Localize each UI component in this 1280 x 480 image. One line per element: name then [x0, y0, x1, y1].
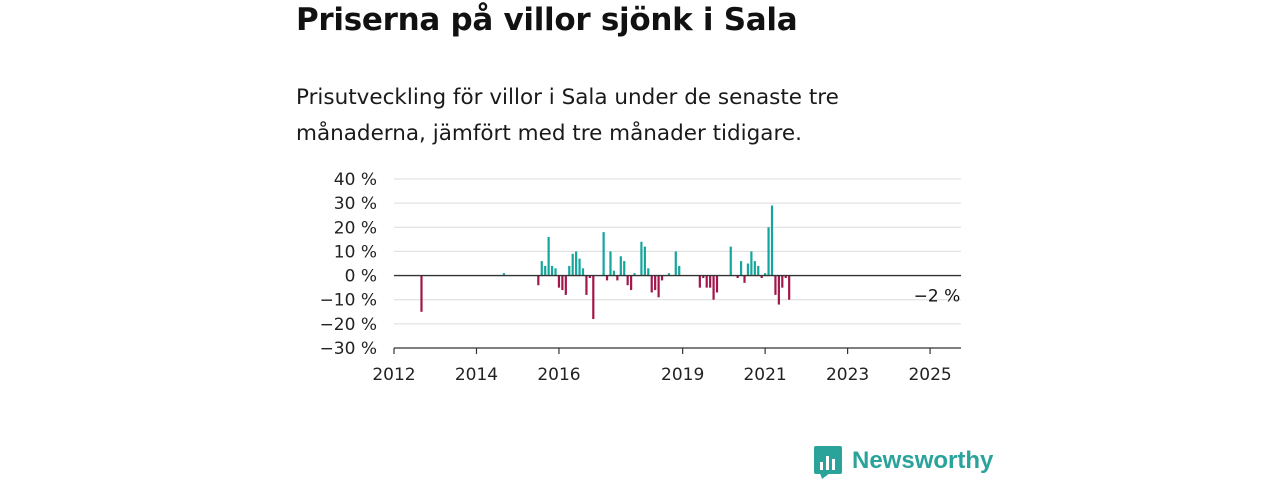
bar: [729, 246, 732, 276]
newsworthy-logo: Newsworthy: [814, 446, 994, 480]
bar: [743, 275, 746, 283]
bar: [774, 275, 777, 295]
bar: [571, 253, 574, 276]
brand-name: Newsworthy: [852, 447, 994, 474]
latest-value-annotation: −2 %: [914, 287, 961, 307]
bar: [602, 232, 605, 276]
bar: [705, 275, 708, 288]
bar: [643, 246, 646, 276]
bar: [592, 275, 595, 320]
bar: [612, 270, 616, 276]
bar: [764, 273, 767, 276]
bar: [736, 275, 739, 278]
y-tick-label: 30 %: [334, 194, 377, 214]
y-tick-label: −10 %: [320, 291, 377, 311]
bar: [630, 275, 633, 291]
newsworthy-bar-chart-icon: [814, 446, 842, 479]
bar: [616, 275, 619, 281]
x-tick-label: 2016: [537, 365, 580, 385]
bar: [667, 273, 671, 276]
bar: [578, 258, 581, 276]
y-tick-label: 20 %: [334, 218, 377, 238]
bar: [777, 275, 780, 305]
bar: [767, 227, 770, 276]
bar: [698, 275, 701, 288]
bar: [564, 275, 567, 295]
bar: [709, 275, 712, 288]
y-tick-label: 10 %: [334, 242, 377, 262]
x-tick-label: 2012: [372, 365, 415, 385]
y-tick-label: −20 %: [320, 315, 377, 335]
bar: [585, 275, 588, 295]
bar: [657, 275, 660, 298]
bar: [678, 265, 681, 276]
bar-chart: 40 % 30 % 20 % 10 % 0 % −10 % −20 % −30 % 2012 20…: [320, 170, 961, 385]
bar: [660, 275, 664, 281]
bar: [544, 265, 547, 276]
y-tick-label: −30 %: [320, 339, 377, 359]
x-tick-label: 2021: [743, 365, 786, 385]
x-tick-label: 2019: [661, 365, 704, 385]
bar: [554, 268, 557, 276]
bar: [547, 236, 550, 276]
bar: [605, 275, 609, 281]
y-tick-label: 0 %: [345, 267, 377, 287]
bar: [739, 261, 743, 276]
bar: [781, 275, 784, 288]
bar: [537, 275, 540, 286]
bar: [557, 275, 561, 288]
bar: [502, 273, 506, 276]
bar: [575, 251, 578, 276]
bars-layer: [420, 205, 791, 320]
bar: [609, 251, 612, 276]
bar: [750, 251, 753, 276]
bar: [561, 275, 564, 291]
axis-layer: [393, 274, 961, 354]
bar: [588, 275, 591, 278]
bar: [647, 268, 650, 276]
bar: [420, 275, 423, 312]
bar: [702, 275, 705, 278]
bar: [550, 265, 554, 276]
bar: [770, 205, 774, 276]
bar: [753, 261, 756, 276]
bar: [757, 265, 760, 276]
y-tick-label: 40 %: [334, 170, 377, 190]
bar: [650, 275, 653, 293]
bar: [715, 275, 719, 293]
bar: [788, 275, 791, 300]
bar: [581, 268, 585, 276]
bar: [623, 261, 626, 276]
x-tick-label: 2023: [826, 365, 869, 385]
bar: [540, 261, 543, 276]
bar: [619, 256, 622, 276]
bar: [640, 241, 643, 276]
bar: [626, 275, 629, 286]
x-tick-label: 2025: [908, 365, 951, 385]
bar: [654, 275, 657, 291]
bar: [674, 251, 677, 276]
bar: [760, 275, 763, 278]
chart-subtitle: Prisutveckling för villor i Sala under d…: [296, 85, 839, 146]
label-layer: 40 % 30 % 20 % 10 % 0 % −10 % −20 % −30 % 2012 20…: [320, 170, 961, 385]
bar: [633, 273, 636, 276]
grid-layer: [394, 178, 961, 325]
bar: [568, 265, 571, 276]
chart-title: Priserna på villor sjönk i Sala: [296, 2, 798, 38]
bar: [746, 263, 750, 276]
bar: [784, 275, 787, 278]
bar: [712, 275, 715, 300]
x-tick-label: 2014: [455, 365, 498, 385]
